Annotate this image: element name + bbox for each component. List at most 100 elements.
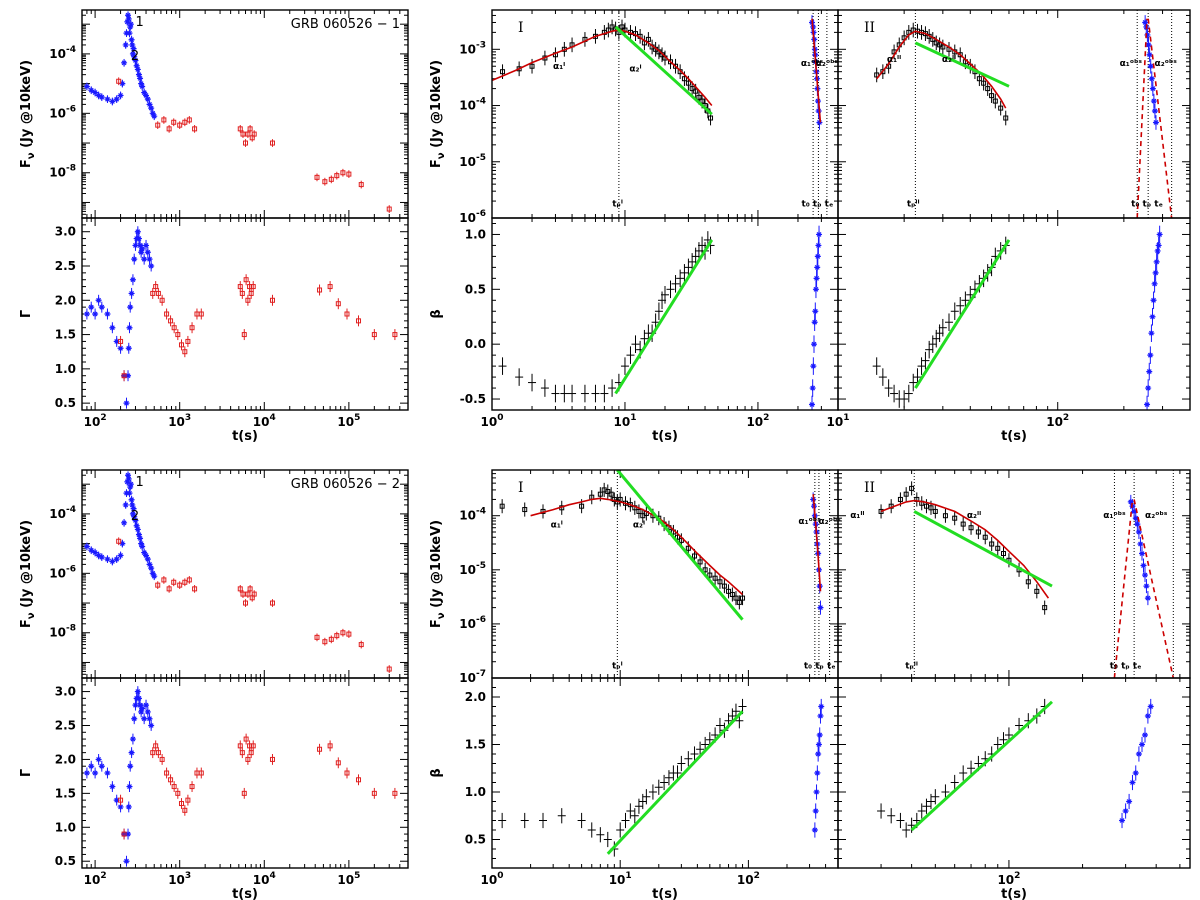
- data-point: [185, 338, 191, 344]
- panel-bottom-right-flux: II α₁ᴵᴵ α₂ᴵᴵ α₁ᵒᵇˢ α₂ᵒᵇˢ tₚᴵᴵ t₀ tₚ tₑ: [837, 469, 1191, 679]
- axes-frame: [837, 217, 1191, 411]
- data-point: [815, 741, 822, 748]
- data-point: [148, 263, 155, 269]
- data-point: [146, 256, 153, 263]
- data-point: [346, 631, 352, 637]
- data-point: [175, 332, 181, 338]
- data-point: [812, 286, 819, 293]
- fit-line-green: [606, 710, 744, 855]
- data-point: [269, 140, 275, 146]
- x-tick-label: 102: [746, 413, 769, 429]
- y-axis-label: β: [429, 309, 444, 318]
- data-point: [243, 140, 249, 146]
- data-point: [168, 777, 174, 783]
- curve-annotation: α₁ᴵᴵ: [887, 55, 901, 65]
- y-axis-label: Γ: [19, 310, 34, 318]
- data-point: [1153, 258, 1160, 265]
- data-point: [1119, 817, 1126, 824]
- data-point: [88, 87, 95, 94]
- data-point: [673, 63, 679, 69]
- data-point: [1137, 541, 1144, 547]
- plot-area: [498, 698, 825, 857]
- data-point: [126, 324, 133, 331]
- axes-frame: [837, 677, 1191, 869]
- data-point: [335, 301, 341, 307]
- y-tick-label: 2.5: [55, 719, 76, 733]
- data-point: [241, 332, 247, 338]
- axes-frame: [81, 677, 409, 869]
- data-point: [689, 86, 695, 92]
- data-point: [269, 756, 275, 762]
- data-point: [880, 69, 886, 75]
- data-point: [940, 44, 946, 50]
- data-point: [128, 749, 135, 756]
- data-point: [109, 783, 116, 790]
- data-point: [143, 702, 150, 709]
- data-point: [243, 277, 249, 283]
- data-point: [125, 345, 132, 352]
- data-point: [356, 777, 362, 783]
- data-point: [358, 182, 364, 188]
- panel-title: GRB 060526 − 2: [291, 477, 400, 492]
- data-point: [95, 756, 102, 763]
- data-point: [144, 249, 151, 256]
- data-point: [125, 472, 132, 479]
- data-point: [144, 96, 151, 103]
- data-point: [815, 751, 822, 757]
- fit-line-green: [614, 25, 713, 116]
- data-point: [248, 750, 254, 756]
- data-point: [109, 324, 116, 331]
- data-point: [171, 579, 177, 585]
- y-tick-label: 3.0: [55, 225, 76, 239]
- y-axis-label: Γ: [19, 769, 34, 777]
- data-point: [125, 475, 132, 482]
- data-point: [636, 508, 642, 514]
- curve-annotation: t₀ tₚ tₑ: [1131, 200, 1163, 210]
- y-axis-label: Fν (Jy @10keV): [19, 520, 37, 628]
- data-point: [143, 552, 150, 559]
- data-point: [150, 750, 156, 756]
- data-point: [132, 517, 139, 524]
- data-point: [178, 342, 184, 348]
- data-point: [327, 743, 333, 749]
- data-point: [245, 131, 251, 137]
- data-point: [153, 284, 159, 290]
- data-point: [1144, 31, 1151, 38]
- axes-frame: [837, 9, 1191, 219]
- data-point: [128, 290, 135, 297]
- series-blue: [83, 686, 155, 867]
- data-point: [95, 297, 102, 304]
- data-point: [989, 541, 995, 547]
- data-point: [92, 549, 99, 556]
- fit-line-fit_red: [492, 29, 713, 107]
- data-point: [608, 491, 614, 497]
- data-point: [909, 485, 915, 491]
- data-point: [118, 338, 124, 344]
- data-point: [1138, 741, 1145, 748]
- data-point: [138, 540, 145, 547]
- data-point: [126, 783, 133, 790]
- data-point: [1156, 231, 1163, 238]
- data-point: [251, 591, 257, 597]
- data-point: [579, 503, 585, 509]
- series-blue: [83, 226, 155, 409]
- data-point: [123, 30, 130, 37]
- data-point: [975, 529, 981, 535]
- data-point: [240, 591, 246, 597]
- curve-annotation: α₂ᵒᵇˢ: [1145, 511, 1168, 521]
- series-blue: [810, 492, 824, 615]
- curve-annotation: t₀ tₚ tₑ: [1110, 661, 1142, 671]
- data-point: [328, 176, 334, 182]
- y-tick-label: 1.0: [465, 785, 486, 799]
- data-point: [131, 256, 138, 263]
- data-point: [932, 508, 938, 514]
- data-point: [131, 53, 138, 60]
- y-tick-label: 2.0: [55, 293, 76, 307]
- data-point: [699, 98, 705, 104]
- data-point: [83, 83, 90, 90]
- data-point: [813, 789, 820, 795]
- data-point: [499, 503, 505, 509]
- y-tick-label: 10-6: [49, 104, 76, 120]
- data-point: [241, 790, 247, 796]
- curve-annotation: α₁ᴵᴵ: [850, 511, 864, 521]
